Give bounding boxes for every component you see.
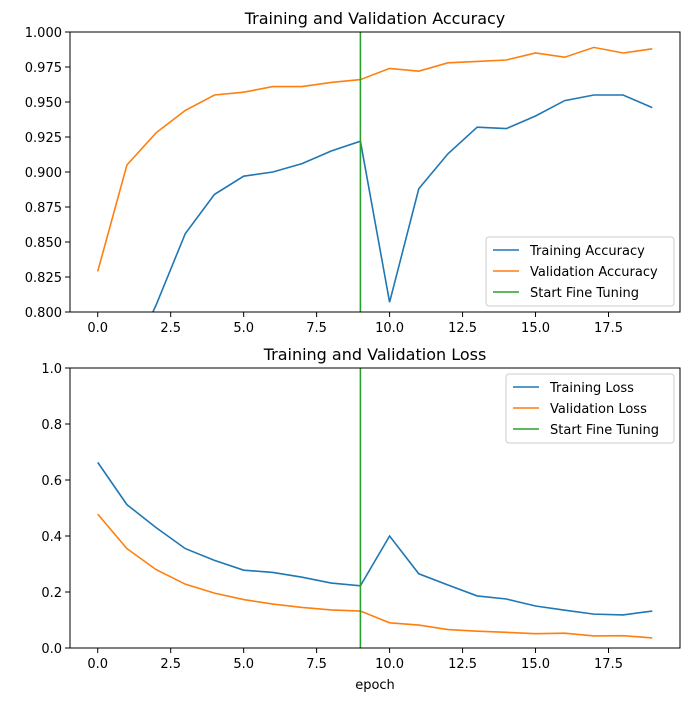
legend: Training Loss Validation Loss Start Fine T…	[505, 373, 675, 444]
legend-label: Training Accuracy	[529, 244, 645, 259]
x-tick-label: 5.0	[233, 321, 254, 336]
x-tick-label: 17.5	[594, 321, 623, 336]
legend-label: Start Fine Tuning	[530, 286, 639, 301]
x-axis-label: epoch	[355, 678, 395, 693]
series-line-training-accuracy	[151, 94, 653, 312]
legend-label: Start Fine Tuning	[550, 423, 659, 438]
plot-area	[96, 32, 653, 312]
x-tick-label: 10.0	[375, 657, 404, 672]
legend-label: Training Loss	[549, 381, 634, 396]
y-tick-label: 0.4	[41, 530, 62, 545]
y-tick-label: 0.950	[25, 96, 62, 111]
y-tick-label: 0.6	[41, 474, 62, 489]
series-line-training-loss	[97, 461, 653, 616]
x-tick-label: 0.0	[87, 657, 108, 672]
x-tick-label: 0.0	[87, 321, 108, 336]
legend-label: Validation Loss	[550, 402, 647, 417]
x-tick-label: 12.5	[448, 321, 477, 336]
y-tick-label: 0.825	[25, 271, 62, 286]
plot-area	[97, 368, 653, 648]
y-tick-label: 0.975	[25, 61, 62, 76]
legend: Training Accuracy Validation Accuracy Star…	[485, 236, 675, 307]
y-tick-label: 0.900	[25, 166, 62, 181]
y-tick-label: 1.0	[41, 362, 62, 377]
y-tick-label: 0.2	[41, 586, 62, 601]
x-tick-label: 10.0	[375, 321, 404, 336]
series-line-validation-accuracy	[96, 46, 653, 272]
y-tick-label: 0.0	[41, 642, 62, 657]
y-tick-label: 0.925	[25, 131, 62, 146]
axes-frame	[69, 367, 681, 649]
y-tick-label: 0.875	[25, 201, 62, 216]
series-line-validation-loss	[97, 513, 653, 639]
y-tick-label: 1.000	[25, 26, 62, 41]
x-tick-label: 17.5	[594, 657, 623, 672]
chart-title: Training and Validation Loss	[263, 345, 487, 364]
subplot-1: Training and Validation Loss 0.0 2.5 5.0 7.5…	[41, 345, 681, 693]
y-tick-label: 0.800	[25, 306, 62, 321]
legend-label: Validation Accuracy	[530, 265, 658, 280]
legend-box	[485, 236, 675, 307]
x-tick-label: 7.5	[306, 321, 327, 336]
chart-title: Training and Validation Accuracy	[244, 9, 506, 28]
x-tick-label: 5.0	[233, 657, 254, 672]
x-tick-label: 7.5	[306, 657, 327, 672]
x-tick-label: 2.5	[160, 657, 181, 672]
legend-box	[505, 373, 675, 444]
x-tick-label: 15.0	[521, 321, 550, 336]
x-tick-label: 2.5	[160, 321, 181, 336]
x-tick-label: 15.0	[521, 657, 550, 672]
axes-frame	[69, 31, 681, 313]
y-tick-label: 0.850	[25, 236, 62, 251]
y-tick-label: 0.8	[41, 418, 62, 433]
subplot-0: Training and Validation Accuracy 0.0 2.5 5.…	[25, 9, 681, 336]
x-tick-label: 12.5	[448, 657, 477, 672]
